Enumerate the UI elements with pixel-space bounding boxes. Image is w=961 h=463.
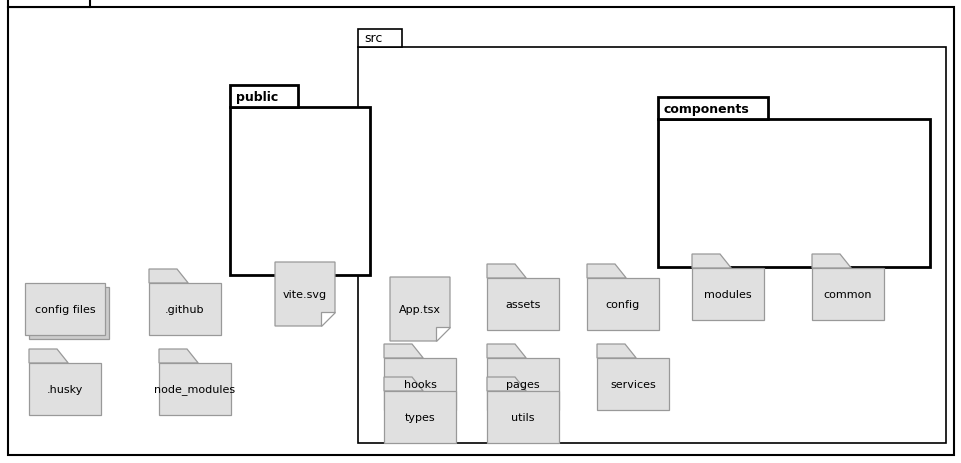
Polygon shape: [29, 349, 68, 363]
Text: Frontend: Frontend: [14, 0, 77, 4]
Text: vite.svg: vite.svg: [283, 289, 327, 300]
Polygon shape: [230, 108, 370, 275]
Polygon shape: [149, 269, 188, 283]
Polygon shape: [275, 263, 334, 326]
Polygon shape: [486, 278, 558, 330]
Polygon shape: [383, 377, 423, 391]
Text: common: common: [823, 289, 872, 300]
Polygon shape: [811, 255, 850, 269]
Polygon shape: [597, 344, 635, 358]
Text: pages: pages: [505, 379, 539, 389]
Polygon shape: [29, 363, 101, 415]
Text: types: types: [405, 412, 435, 422]
Polygon shape: [321, 313, 334, 326]
Text: utils: utils: [510, 412, 534, 422]
Text: public: public: [235, 90, 278, 103]
Text: src: src: [363, 32, 382, 45]
Text: hooks: hooks: [404, 379, 436, 389]
Text: App.tsx: App.tsx: [399, 304, 440, 314]
Polygon shape: [486, 344, 526, 358]
Polygon shape: [383, 344, 423, 358]
Polygon shape: [383, 391, 456, 443]
Text: .husky: .husky: [47, 384, 83, 394]
Polygon shape: [8, 0, 90, 8]
Polygon shape: [435, 327, 450, 341]
Polygon shape: [8, 8, 953, 455]
Polygon shape: [159, 349, 198, 363]
Polygon shape: [383, 358, 456, 410]
Text: config files: config files: [35, 304, 95, 314]
Text: assets: assets: [505, 300, 540, 309]
Text: modules: modules: [703, 289, 752, 300]
Polygon shape: [691, 255, 730, 269]
Polygon shape: [230, 86, 298, 108]
Polygon shape: [486, 264, 526, 278]
Polygon shape: [691, 269, 763, 320]
Polygon shape: [657, 120, 929, 268]
Polygon shape: [811, 269, 883, 320]
Polygon shape: [357, 30, 402, 48]
Text: services: services: [609, 379, 655, 389]
Text: .github: .github: [165, 304, 205, 314]
Text: config: config: [605, 300, 639, 309]
Polygon shape: [389, 277, 450, 341]
Polygon shape: [586, 264, 626, 278]
FancyBboxPatch shape: [25, 283, 105, 335]
Polygon shape: [486, 377, 526, 391]
Text: components: components: [663, 102, 749, 115]
Polygon shape: [357, 48, 945, 443]
Polygon shape: [149, 283, 221, 335]
Polygon shape: [597, 358, 668, 410]
FancyBboxPatch shape: [29, 288, 109, 339]
Polygon shape: [486, 391, 558, 443]
Polygon shape: [159, 363, 231, 415]
Polygon shape: [486, 358, 558, 410]
Polygon shape: [586, 278, 658, 330]
Polygon shape: [657, 98, 767, 120]
Text: node_modules: node_modules: [155, 384, 235, 394]
